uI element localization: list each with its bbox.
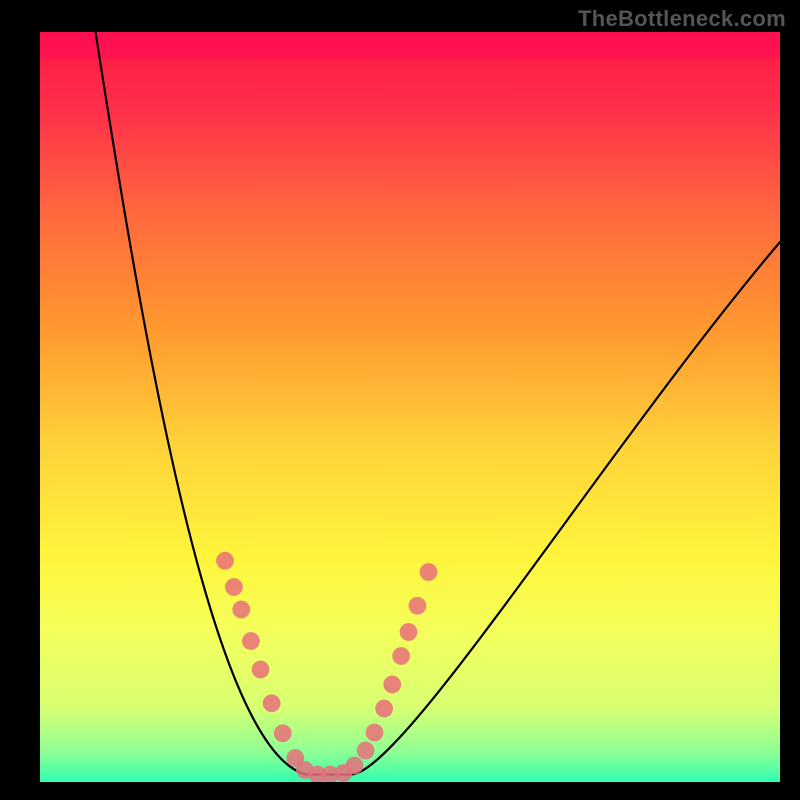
curve-marker xyxy=(216,552,234,570)
curve-marker xyxy=(263,694,281,712)
curve-marker xyxy=(366,724,384,742)
curve-marker xyxy=(274,724,292,742)
top-accent-band xyxy=(40,32,780,58)
curve-marker xyxy=(346,757,364,775)
curve-marker xyxy=(252,661,270,679)
curve-marker xyxy=(242,632,260,650)
curve-marker xyxy=(420,563,438,581)
curve-marker xyxy=(400,623,418,641)
gradient-background xyxy=(40,32,780,782)
curve-marker xyxy=(232,601,250,619)
curve-marker xyxy=(392,647,410,665)
curve-marker xyxy=(357,742,375,760)
bottleneck-chart xyxy=(40,32,780,782)
watermark-text: TheBottleneck.com xyxy=(578,6,786,32)
curve-marker xyxy=(409,597,427,615)
curve-marker xyxy=(375,700,393,718)
curve-marker xyxy=(383,676,401,694)
curve-marker xyxy=(225,578,243,596)
